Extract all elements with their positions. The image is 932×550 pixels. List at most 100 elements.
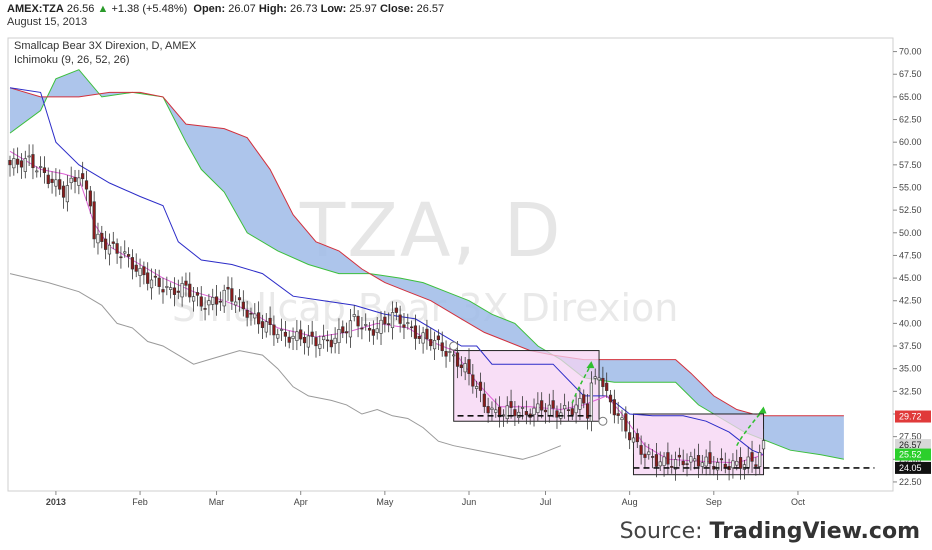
indicator-legend: Ichimoku (9, 26, 52, 26)	[14, 54, 130, 66]
high-label: High:	[258, 3, 287, 15]
candle-body	[513, 409, 517, 417]
candle-body	[654, 454, 659, 467]
x-tick-label: Feb	[132, 497, 148, 507]
candle-body	[310, 331, 314, 337]
candle-body	[302, 337, 307, 344]
candle-body	[172, 287, 177, 295]
candle-body	[463, 363, 467, 373]
candle-body	[69, 177, 73, 184]
candle-body	[126, 254, 131, 257]
candle-body	[582, 394, 586, 404]
candle-body	[318, 343, 322, 349]
candle-body	[685, 463, 689, 465]
candle-body	[203, 308, 207, 310]
candle-body	[417, 335, 421, 339]
y-tick-label: 55.00	[899, 182, 922, 192]
candle-body	[608, 394, 613, 403]
candle-body	[50, 178, 54, 183]
candle-body	[666, 452, 670, 465]
candle-body	[689, 456, 693, 463]
x-tick-label: 2013	[46, 497, 66, 507]
candle-body	[589, 382, 593, 422]
candle-body	[551, 400, 555, 409]
candle-body	[731, 460, 735, 469]
candle-body	[149, 279, 154, 289]
candle-body	[448, 351, 452, 353]
candle-body	[459, 364, 463, 369]
candle-body	[750, 452, 754, 462]
price-change: +1.38 (+5.48%)	[111, 3, 188, 15]
candle-body	[188, 283, 192, 298]
candle-body	[199, 296, 203, 307]
candle-body	[226, 286, 230, 290]
price-badge	[895, 410, 931, 423]
candle-body	[96, 233, 100, 244]
candle-body	[563, 405, 567, 410]
candle-body	[578, 398, 582, 410]
candle-body	[337, 329, 341, 343]
candle-body	[325, 339, 330, 342]
candle-body	[410, 326, 414, 329]
candle-body	[482, 393, 486, 407]
candle-body	[211, 296, 215, 305]
candle-body	[371, 329, 375, 336]
candle-body	[471, 374, 475, 387]
candle-body	[42, 167, 47, 173]
candle-body	[222, 289, 226, 307]
y-tick-label: 47.50	[899, 250, 922, 260]
high-value: 26.73	[290, 3, 318, 15]
candle-body	[673, 459, 678, 470]
candle-body	[329, 339, 333, 348]
price-badge-label: 24.05	[899, 463, 922, 473]
candle-body	[19, 160, 24, 168]
candle-body	[647, 451, 651, 455]
x-tick-label: Aug	[622, 497, 638, 507]
candle-body	[299, 329, 303, 340]
candle-body	[735, 460, 739, 466]
y-tick-label: 42.50	[899, 296, 922, 306]
candle-body	[390, 312, 395, 329]
source-name: TradingView.com	[709, 519, 920, 544]
price-badge-label: 26.57	[899, 440, 922, 450]
y-tick-label: 27.50	[899, 432, 922, 442]
y-tick-label: 57.50	[899, 160, 922, 170]
candle-body	[532, 407, 536, 416]
last-price: 26.56	[66, 3, 95, 15]
candle-body	[230, 288, 234, 302]
projection-arrowhead-icon	[758, 406, 767, 414]
candle-body	[234, 301, 238, 306]
y-tick-label: 37.50	[899, 341, 922, 351]
candle-body	[92, 201, 96, 240]
candle-body	[249, 312, 253, 315]
candle-body	[111, 241, 115, 244]
y-tick-label: 50.00	[899, 228, 922, 238]
candle-body	[536, 403, 540, 413]
candle-body	[547, 404, 551, 416]
candle-body	[23, 158, 27, 172]
candle-body	[631, 437, 636, 443]
candle-body	[593, 376, 597, 379]
candle-body	[639, 445, 643, 455]
candle-body	[566, 409, 571, 411]
candle-body	[165, 286, 169, 288]
y-tick-label: 65.00	[899, 92, 922, 102]
candle-body	[719, 458, 724, 461]
candle-body	[605, 382, 609, 391]
y-tick-label: 67.50	[899, 69, 922, 79]
candle-body	[704, 456, 708, 467]
projection-arrow	[571, 363, 593, 404]
candle-body	[180, 283, 184, 298]
candle-body	[279, 329, 284, 331]
candle-body	[497, 406, 502, 418]
x-tick-label: Apr	[294, 497, 308, 507]
candle-body	[650, 456, 655, 458]
y-tick-label: 60.00	[899, 137, 922, 147]
candle-body	[402, 324, 406, 328]
candle-body	[643, 453, 647, 458]
candle-body	[367, 327, 372, 331]
candle-body	[398, 314, 402, 324]
candle-body	[134, 264, 138, 272]
candle-body	[700, 462, 704, 467]
candle-body	[612, 399, 616, 416]
